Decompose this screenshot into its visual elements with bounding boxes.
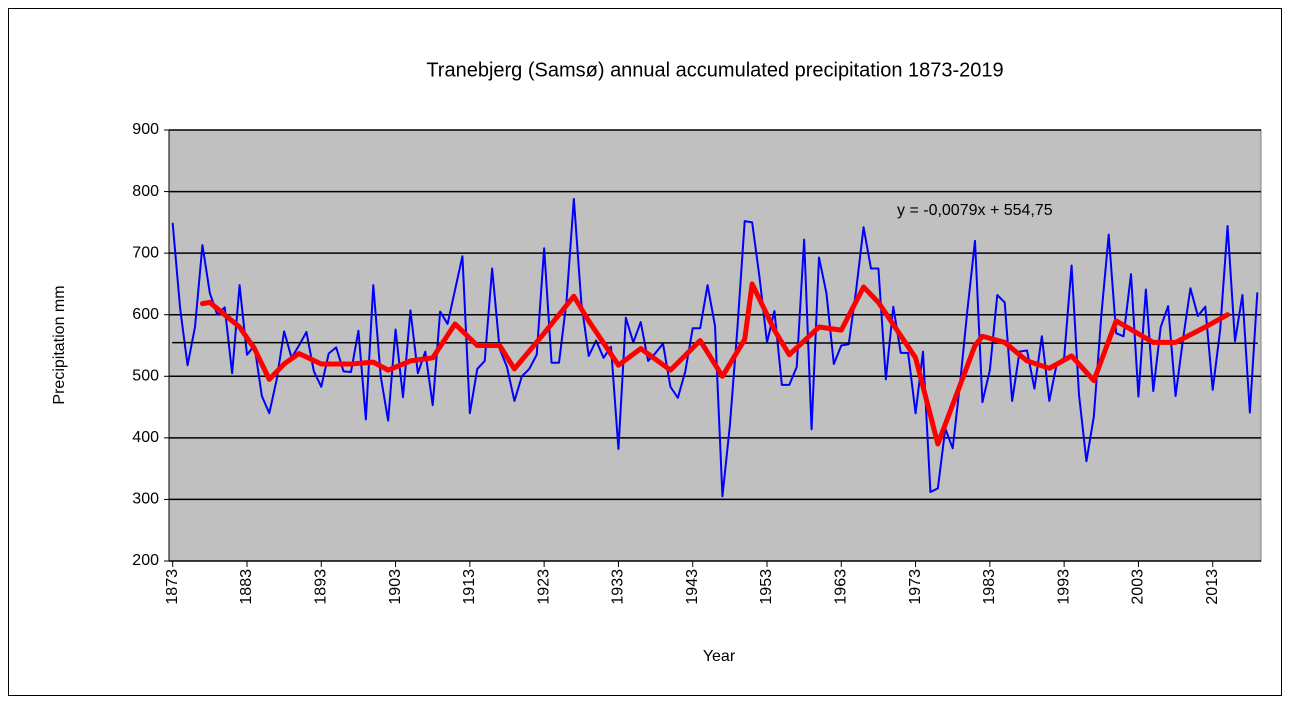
x-tick-label: 2013 bbox=[1204, 569, 1221, 605]
y-tick-label: 800 bbox=[132, 183, 159, 200]
x-tick-label: 1913 bbox=[461, 569, 478, 605]
y-axis-label: Precipitation mm bbox=[51, 285, 68, 404]
y-tick-label: 200 bbox=[132, 552, 159, 569]
x-tick-label: 1993 bbox=[1055, 569, 1072, 605]
x-tick-label: 1973 bbox=[907, 569, 924, 605]
x-tick-label: 1943 bbox=[684, 569, 701, 605]
x-tick-label: 2003 bbox=[1130, 569, 1147, 605]
y-tick-label: 500 bbox=[132, 368, 159, 385]
y-tick-label: 400 bbox=[132, 429, 159, 446]
x-tick-label: 1933 bbox=[610, 569, 627, 605]
x-tick-label: 1903 bbox=[387, 569, 404, 605]
series-line bbox=[171, 341, 1259, 345]
y-tick-label: 600 bbox=[132, 306, 159, 323]
trend-equation: y = -0,0079x + 554,75 bbox=[897, 202, 1053, 219]
y-tick-label: 900 bbox=[132, 121, 159, 138]
y-tick-label: 700 bbox=[132, 244, 159, 261]
x-tick-label: 1983 bbox=[981, 569, 998, 605]
chart-title: Tranebjerg (Samsø) annual accumulated pr… bbox=[426, 59, 1003, 81]
x-tick-label: 1893 bbox=[313, 569, 330, 605]
x-axis-label: Year bbox=[703, 648, 736, 665]
series-line bbox=[171, 197, 1259, 498]
x-tick-label: 1883 bbox=[238, 569, 255, 605]
x-tick-label: 1873 bbox=[164, 569, 181, 605]
x-tick-label: 1923 bbox=[535, 569, 552, 605]
x-tick-label: 1963 bbox=[833, 569, 850, 605]
series-line bbox=[199, 281, 1231, 447]
y-tick-label: 300 bbox=[132, 491, 159, 508]
x-tick-label: 1953 bbox=[758, 569, 775, 605]
